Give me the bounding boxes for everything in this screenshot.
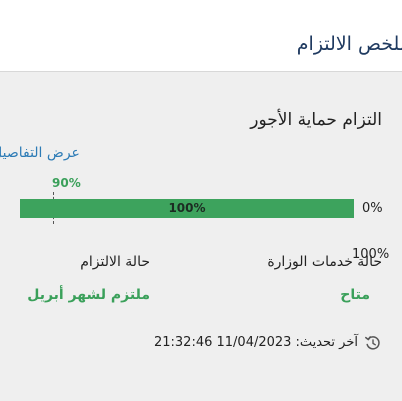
- refresh-icon[interactable]: [364, 334, 382, 352]
- progress-bar: 100%: [20, 199, 354, 218]
- last-updated-timestamp: 21:32:46 11/04/2023: [153, 335, 292, 350]
- last-updated: آخر تحديث:21:32:46 11/04/2023: [154, 333, 382, 354]
- compliance-status-label: حالة الالتزام: [80, 254, 150, 270]
- card-title: التزام حماية الأجور: [250, 110, 382, 130]
- header: ملخص الالتزام: [0, 0, 402, 72]
- view-details-link[interactable]: عرض التفاصيل: [0, 145, 80, 161]
- compliance-status-value: ملتزم لشهر أبريل: [27, 287, 150, 303]
- progress-bar-fill: [20, 199, 354, 218]
- services-status-value: متاح: [340, 287, 370, 303]
- progress-min-label: 0%: [362, 201, 383, 216]
- target-label: 90%: [52, 176, 81, 190]
- page-title: ملخص الالتزام: [296, 33, 402, 55]
- progress-max-label: 100%: [352, 247, 390, 262]
- services-status-label: حالة خدمات الوزارة: [267, 254, 382, 270]
- progress-value-label: 100%: [168, 201, 206, 215]
- last-updated-label: آخر تحديث:: [295, 335, 358, 350]
